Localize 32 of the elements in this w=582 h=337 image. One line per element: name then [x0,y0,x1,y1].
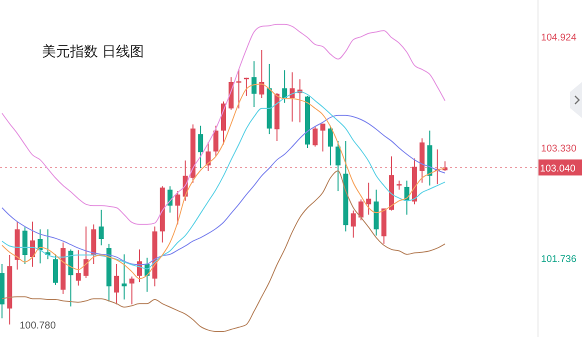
text: 美元指数 日线图 [42,43,144,59]
candlestick [259,50,264,98]
y-tick-label: 104.924 [541,32,577,44]
y-tick-label: 103.330 [541,143,577,154]
candlestick [290,72,295,122]
candlestick [366,182,372,216]
candlestick [52,254,58,286]
candlestick [76,250,81,286]
candlestick [396,180,402,190]
y-tick-label: 101.736 [541,254,577,266]
candlestick [168,186,173,214]
line-series [2,24,446,225]
candlestick [206,142,211,172]
annotation: 100.780 [20,320,56,332]
candlestick [320,123,326,152]
candlestick [358,198,364,221]
candlestick [252,60,257,108]
candlestick [198,125,204,169]
candlestick [84,226,89,278]
ref-line-label: 103.040 [540,163,576,174]
candlestick [122,254,127,300]
candlestick [175,190,180,225]
candlestick [282,70,288,104]
line-series [2,170,446,332]
candlestick [312,126,318,148]
candlestick [114,264,120,305]
candlestick [213,125,218,157]
candlestick [129,276,134,305]
candlestick [336,140,341,192]
candlestick [350,210,356,238]
candlestick [328,125,333,166]
candlestick [98,209,104,246]
